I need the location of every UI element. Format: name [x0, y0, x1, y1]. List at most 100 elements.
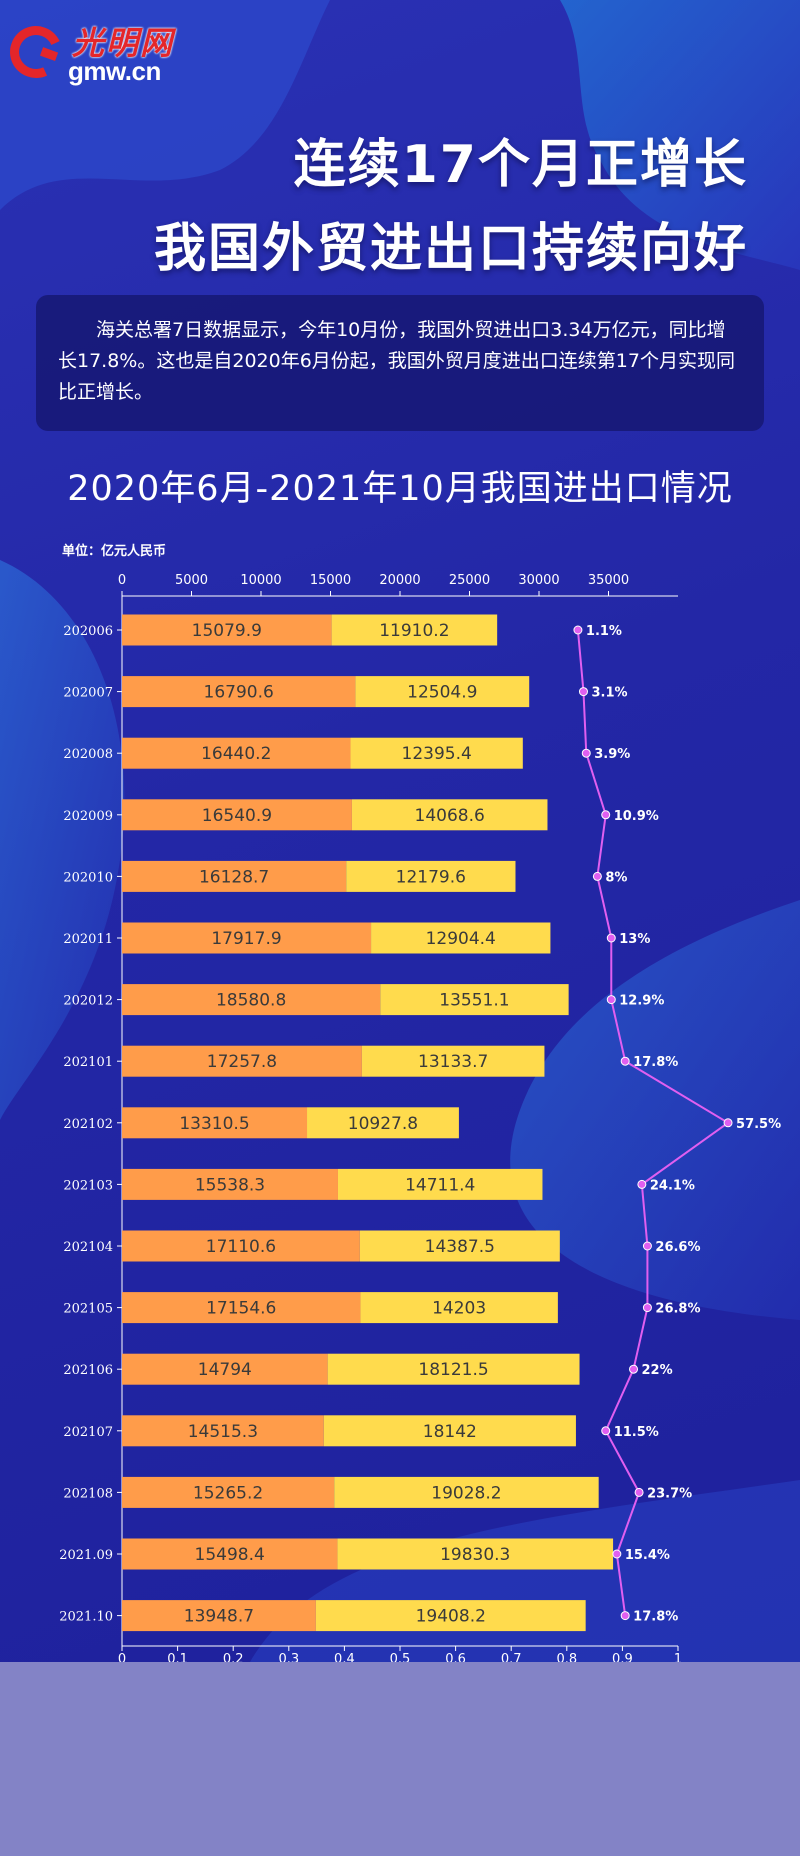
bar-series-1 — [122, 737, 351, 769]
category-label: 202008 — [63, 747, 113, 762]
category-label: 202108 — [63, 1486, 113, 1501]
intro-paragraph: 海关总署7日数据显示，今年10月份，我国外贸进出口3.34万亿元，同比增长17.… — [36, 295, 764, 431]
growth-rate-point — [723, 1118, 733, 1128]
bar-label-series-1: 16540.9 — [202, 806, 272, 826]
growth-rate-point — [620, 1056, 630, 1066]
unit-label: 单位：亿元人民币 — [62, 543, 166, 559]
bar-label-series-1: 15498.4 — [195, 1545, 265, 1565]
growth-rate-point — [601, 1426, 611, 1436]
bar-series-2 — [355, 676, 530, 708]
headline-line-1: 连续17个月正增长 — [293, 135, 748, 195]
growth-rate-label: 15.4% — [625, 1548, 670, 1563]
bar-series-2 — [337, 1168, 543, 1200]
growth-rate-point — [620, 1611, 630, 1621]
bar-series-1 — [122, 922, 372, 954]
growth-rate-point — [629, 1364, 639, 1374]
growth-rate-point — [581, 748, 591, 758]
bottom-axis-tick-label: 0.5 — [390, 1652, 411, 1662]
growth-rate-point — [578, 687, 588, 697]
bar-series-2 — [361, 1045, 545, 1077]
bar-label-series-1: 16440.2 — [201, 744, 271, 764]
gmw-logo: 光明网 gmw.cn — [2, 12, 190, 86]
bar-series-1 — [122, 1107, 308, 1139]
bar-label-series-1: 17917.9 — [211, 929, 281, 949]
bar-label-series-1: 17110.6 — [206, 1237, 276, 1257]
bg-blob-top-right — [560, 0, 800, 270]
bar-label-series-2: 19028.2 — [431, 1483, 501, 1503]
bar-series-1 — [122, 1415, 324, 1447]
bar-series-1 — [122, 676, 356, 708]
growth-rate-label: 22% — [642, 1363, 673, 1378]
top-axis-tick-label: 25000 — [449, 573, 490, 588]
bar-label-series-2: 14387.5 — [425, 1237, 495, 1257]
bottom-axis-tick-label: 0 — [118, 1652, 126, 1662]
growth-rate-label: 3.9% — [594, 747, 630, 762]
category-label: 202102 — [63, 1117, 113, 1132]
bar-label-series-2: 12904.4 — [426, 929, 496, 949]
growth-rate-label: 12.9% — [619, 994, 664, 1009]
bar-series-2 — [351, 799, 548, 831]
growth-rate-label: 23.7% — [647, 1486, 692, 1501]
bottom-axis-tick-label: 0.4 — [334, 1652, 355, 1662]
growth-rate-label: 3.1% — [591, 686, 627, 701]
top-axis-tick-label: 0 — [118, 573, 126, 588]
logo-name-cn: 光明网 — [72, 24, 175, 62]
bar-label-series-1: 14515.3 — [188, 1422, 258, 1442]
bottom-axis-tick-label: 1 — [674, 1652, 682, 1662]
bottom-axis-tick-label: 0.9 — [612, 1652, 633, 1662]
bar-series-1 — [122, 1476, 335, 1508]
category-label: 202007 — [63, 686, 113, 701]
bar-series-2 — [360, 1292, 558, 1324]
bg-blob-mid-left — [0, 560, 125, 1120]
category-label: 202104 — [63, 1240, 113, 1255]
top-axis-tick-label: 30000 — [518, 573, 559, 588]
bottom-axis-tick-label: 0.2 — [223, 1652, 244, 1662]
growth-rate-point — [606, 995, 616, 1005]
bar-label-series-2: 18142 — [423, 1422, 477, 1442]
bar-series-1 — [122, 1045, 362, 1077]
headline-line-2: 我国外贸进出口持续向好 — [153, 219, 748, 279]
bar-series-1 — [122, 1353, 328, 1385]
bar-series-2 — [359, 1230, 560, 1262]
growth-rate-label: 1.1% — [586, 624, 622, 639]
trade-chart: 单位：亿元人民币 0 5000 10000 15000 20000 25000 30000 35… — [59, 543, 781, 1662]
growth-rate-label: 26.8% — [655, 1302, 700, 1317]
growth-rate-label: 26.6% — [655, 1240, 700, 1255]
bottom-axis-tick-label: 0.7 — [501, 1652, 522, 1662]
bar-label-series-2: 11910.2 — [379, 621, 449, 641]
bar-series-1 — [122, 860, 347, 892]
top-axis-tick-label: 15000 — [310, 573, 351, 588]
top-axis-tick-label: 20000 — [379, 573, 420, 588]
category-label: 202011 — [63, 932, 113, 947]
infographic-poster: 光明网 gmw.cn 连续17个月正增长 我国外贸进出口持续向好 海关总署7日数… — [0, 0, 800, 1662]
growth-rate-point — [642, 1241, 652, 1251]
bar-series-2 — [371, 922, 551, 954]
category-label: 202010 — [63, 870, 113, 885]
bottom-filler — [0, 1662, 800, 1856]
bottom-axis-tick-label: 0.6 — [445, 1652, 466, 1662]
growth-rate-point — [642, 1303, 652, 1313]
category-label: 202103 — [63, 1178, 113, 1193]
bar-series-1 — [122, 1168, 338, 1200]
bar-series-2 — [334, 1476, 599, 1508]
growth-rate-point — [634, 1487, 644, 1497]
bar-label-series-1: 16790.6 — [204, 683, 274, 703]
growth-rate-label: 10.9% — [614, 809, 659, 824]
bar-label-series-1: 15538.3 — [195, 1175, 265, 1195]
bar-series-2 — [380, 984, 569, 1016]
bottom-axis-tick-label: 0.1 — [167, 1652, 188, 1662]
top-axis-tick-label: 5000 — [175, 573, 208, 588]
bar-label-series-1: 15265.2 — [193, 1483, 263, 1503]
bar-series-1 — [122, 984, 381, 1016]
bar-series-2 — [307, 1107, 459, 1139]
growth-rate-label: 13% — [619, 932, 650, 947]
category-label: 202101 — [63, 1055, 113, 1070]
bar-label-series-1: 17154.6 — [206, 1299, 276, 1319]
bar-label-series-1: 16128.7 — [199, 867, 269, 887]
bar-series-2 — [315, 1600, 586, 1632]
growth-rate-label: 17.8% — [633, 1055, 678, 1070]
growth-rate-point — [606, 933, 616, 943]
bg-blob-mid-right — [510, 900, 800, 1320]
growth-rate-line — [576, 629, 730, 1616]
bar-label-series-1: 18580.8 — [216, 991, 286, 1011]
